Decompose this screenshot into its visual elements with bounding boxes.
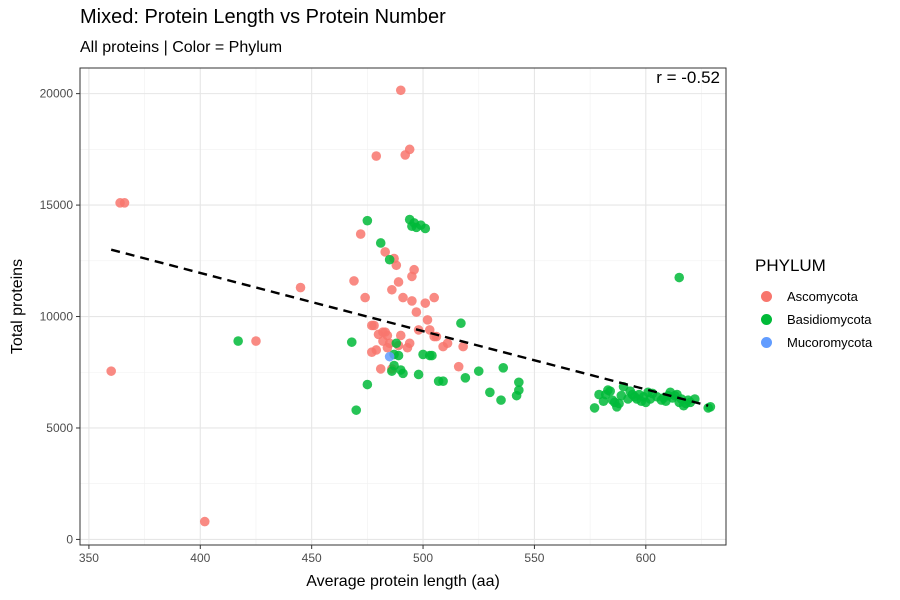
y-tick-label: 10000 — [40, 310, 74, 324]
point-ascomycota — [404, 338, 415, 349]
point-ascomycota — [411, 307, 422, 317]
point-ascomycota — [375, 364, 386, 374]
point-ascomycota — [106, 366, 116, 376]
point-ascomycota — [398, 292, 408, 303]
point-ascomycota — [119, 198, 130, 208]
point-ascomycota — [404, 144, 415, 155]
point-ascomycota — [371, 151, 382, 161]
point-basidiomycota — [362, 215, 373, 226]
point-basidiomycota — [705, 402, 716, 412]
y-tick-label: 5000 — [46, 421, 73, 435]
point-ascomycota — [387, 284, 397, 295]
legend-label: Mucoromycota — [787, 335, 873, 350]
trend-line — [110, 248, 709, 407]
point-ascomycota — [395, 330, 406, 341]
point-ascomycota — [251, 336, 261, 346]
point-ascomycota — [382, 330, 393, 341]
data-points — [106, 85, 716, 527]
x-axis-label: Average protein length (aa) — [306, 573, 500, 590]
point-ascomycota — [458, 341, 468, 352]
legend-item-ascomycota: Ascomycota — [755, 285, 872, 308]
point-ascomycota — [384, 338, 395, 349]
x-tick-label: 500 — [413, 551, 433, 565]
point-ascomycota — [442, 338, 453, 349]
point-ascomycota — [391, 260, 402, 271]
point-basidiomycota — [393, 350, 404, 361]
point-basidiomycota — [674, 272, 685, 283]
legend-item-basidiomycota: Basidiomycota — [755, 308, 872, 331]
chart-title: Mixed: Protein Length vs Protein Number — [80, 6, 446, 28]
legend-swatch-mucoromycota — [761, 337, 772, 348]
legend-item-mucoromycota: Mucoromycota — [755, 331, 872, 354]
correlation-annotation: r = -0.52 — [656, 68, 720, 87]
point-basidiomycota — [605, 386, 615, 397]
point-ascomycota — [295, 282, 306, 293]
y-axis-label: Total proteins — [9, 259, 26, 354]
x-tick-label: 450 — [302, 551, 322, 565]
point-basidiomycota — [351, 405, 362, 415]
point-ascomycota — [420, 298, 431, 308]
legend-label: Basidiomycota — [787, 312, 872, 327]
point-ascomycota — [199, 516, 210, 527]
point-basidiomycota — [614, 398, 624, 409]
point-ascomycota — [360, 292, 370, 303]
point-ascomycota — [355, 229, 366, 239]
x-tick-label: 550 — [524, 551, 544, 565]
point-basidiomycota — [420, 223, 431, 234]
x-tick-label: 600 — [636, 551, 656, 565]
legend-label: Ascomycota — [787, 289, 858, 304]
x-tick-label: 350 — [79, 551, 99, 565]
point-ascomycota — [349, 276, 359, 286]
point-basidiomycota — [362, 379, 373, 390]
point-basidiomycota — [391, 338, 402, 349]
point-ascomycota — [422, 315, 433, 325]
y-tick-label: 0 — [66, 532, 73, 546]
point-ascomycota — [371, 345, 382, 355]
point-ascomycota — [429, 292, 439, 303]
point-ascomycota — [393, 277, 404, 287]
x-tick-label: 400 — [190, 551, 210, 565]
point-basidiomycota — [384, 254, 395, 265]
point-basidiomycota — [233, 336, 243, 346]
y-tick-label: 20000 — [40, 87, 74, 101]
point-basidiomycota — [460, 373, 471, 383]
chart-subtitle: All proteins | Color = Phylum — [80, 39, 283, 56]
point-basidiomycota — [485, 387, 495, 398]
point-basidiomycota — [514, 377, 524, 388]
point-basidiomycota — [398, 368, 408, 379]
x-axis-ticks: 350 400 450 500 550 600 — [79, 545, 656, 565]
point-basidiomycota — [375, 238, 386, 248]
point-ascomycota — [407, 296, 417, 306]
y-tick-label: 15000 — [40, 198, 74, 212]
point-ascomycota — [409, 264, 419, 275]
point-mucoromycota — [384, 351, 395, 362]
point-ascomycota — [453, 361, 464, 372]
point-basidiomycota — [589, 403, 600, 413]
point-ascomycota — [395, 85, 406, 96]
point-basidiomycota — [473, 366, 484, 376]
legend: PHYLUM Ascomycota Basidiomycota Mucoromy… — [755, 256, 872, 354]
point-basidiomycota — [438, 376, 448, 386]
point-basidiomycota — [498, 362, 509, 373]
y-axis-ticks: 0 5000 10000 15000 20000 — [40, 87, 80, 546]
legend-swatch-basidiomycota — [761, 314, 772, 325]
point-basidiomycota — [427, 350, 437, 361]
point-basidiomycota — [413, 369, 424, 380]
legend-title: PHYLUM — [755, 256, 826, 275]
point-ascomycota — [369, 320, 379, 331]
grid-lines — [80, 68, 726, 545]
plot-border — [79, 67, 727, 546]
point-basidiomycota — [496, 395, 506, 405]
legend-swatch-ascomycota — [761, 291, 772, 302]
point-basidiomycota — [456, 318, 466, 329]
point-ascomycota — [380, 247, 390, 257]
point-basidiomycota — [514, 385, 524, 395]
point-basidiomycota — [346, 337, 357, 347]
